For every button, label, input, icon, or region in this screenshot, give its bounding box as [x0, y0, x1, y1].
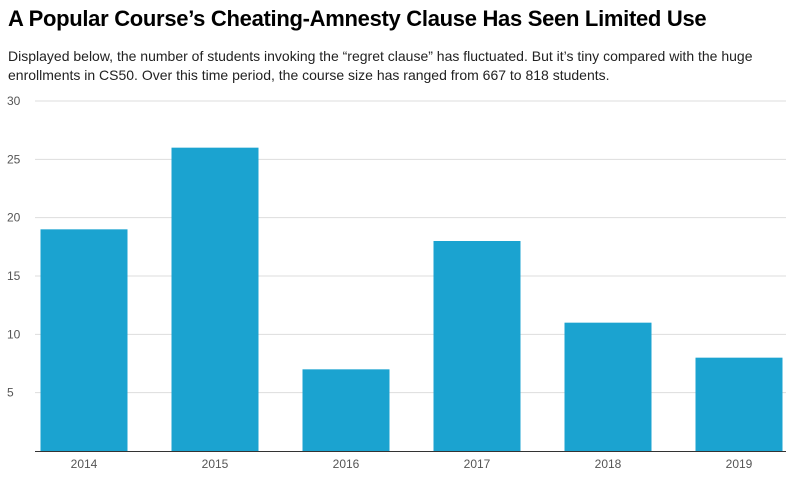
- bar: [433, 241, 521, 451]
- bar: [564, 322, 652, 451]
- y-tick-label: 30: [7, 94, 21, 108]
- y-tick-label: 5: [7, 386, 14, 400]
- chart-subtitle: Displayed below, the number of students …: [8, 48, 753, 83]
- bar: [302, 369, 390, 451]
- x-tick-label: 2014: [71, 457, 98, 471]
- y-tick-label: 15: [7, 269, 21, 283]
- x-tick-label: 2015: [202, 457, 229, 471]
- bars: [40, 147, 783, 451]
- bar: [40, 229, 128, 451]
- y-axis-tick-labels: 5 10 15 20 25 30: [7, 94, 21, 400]
- x-tick-label: 2019: [726, 457, 753, 471]
- chart-title: A Popular Course’s Cheating-Amnesty Clau…: [8, 6, 707, 31]
- y-tick-label: 10: [7, 327, 21, 341]
- x-tick-label: 2018: [595, 457, 622, 471]
- y-tick-label: 20: [7, 211, 21, 225]
- x-tick-label: 2016: [333, 457, 360, 471]
- gridlines: [35, 100, 786, 394]
- bar: [171, 147, 259, 451]
- bar: [695, 357, 783, 451]
- x-tick-label: 2017: [464, 457, 491, 471]
- x-axis-tick-labels: 2014 2015 2016 2017 2018 2019: [71, 457, 753, 471]
- y-tick-label: 25: [7, 152, 21, 166]
